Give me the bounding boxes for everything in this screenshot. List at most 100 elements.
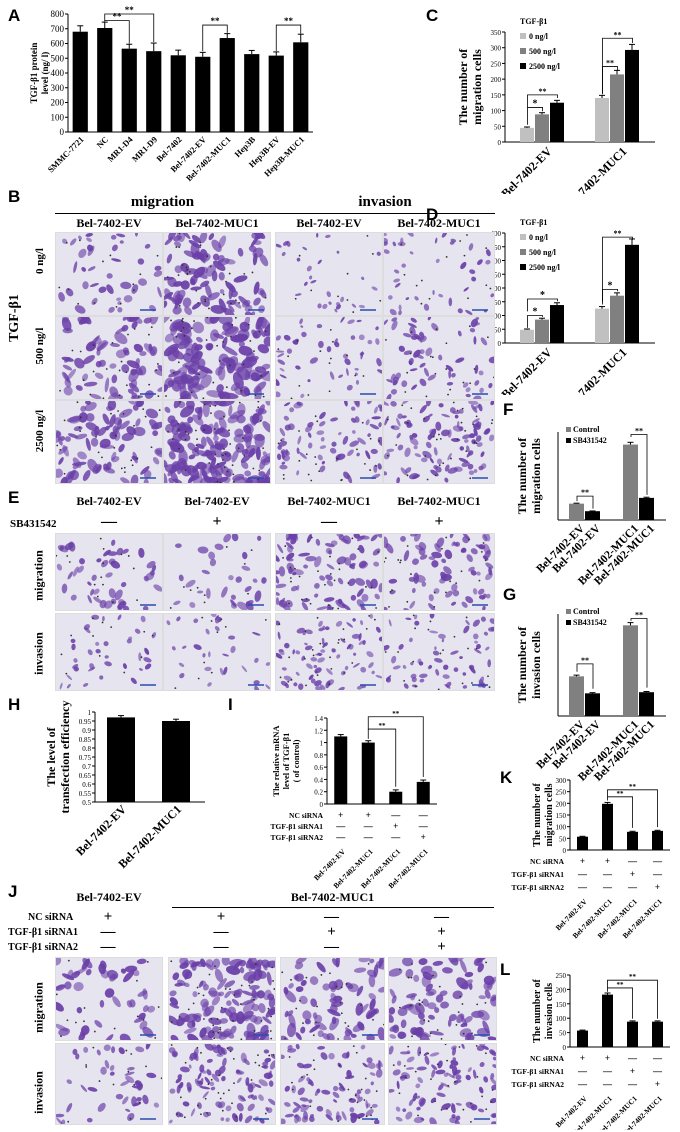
pore xyxy=(316,1005,318,1008)
sign: — xyxy=(652,1066,663,1076)
pore xyxy=(136,599,138,602)
micrograph-background xyxy=(276,233,382,315)
legend-label: SB431542 xyxy=(573,618,607,627)
stained-cell xyxy=(90,437,99,447)
stained-cell xyxy=(259,253,269,267)
stained-cell xyxy=(243,1030,251,1038)
stained-cell xyxy=(119,240,124,244)
micrograph-j-r1-c0 xyxy=(55,1043,163,1125)
stained-cell xyxy=(457,308,463,314)
stained-cell xyxy=(365,450,371,460)
pore xyxy=(242,363,245,366)
stained-cell xyxy=(265,684,270,690)
stained-cell xyxy=(59,682,63,690)
y-axis-label: migration cells xyxy=(470,49,484,125)
micrograph-background xyxy=(164,614,270,690)
stained-cell xyxy=(335,958,340,968)
stained-cell xyxy=(341,1052,350,1059)
stained-cell xyxy=(290,585,298,592)
pore xyxy=(346,299,349,301)
stained-cell xyxy=(461,1044,465,1050)
pore xyxy=(332,340,334,343)
significance-bracket xyxy=(630,434,648,495)
stained-cell xyxy=(411,335,418,340)
stained-cell xyxy=(72,664,79,669)
stained-cell xyxy=(239,966,245,974)
significance-label: ** xyxy=(539,87,547,96)
sirna-row-label: TGF-β1 siRNA2 xyxy=(512,883,565,892)
stained-cell xyxy=(474,364,479,374)
panel-label-a: A xyxy=(8,6,21,25)
stained-cell xyxy=(489,618,494,624)
stained-cell xyxy=(169,1088,176,1094)
pore xyxy=(83,1020,85,1023)
stained-cell xyxy=(197,546,209,554)
stained-cell xyxy=(205,284,212,298)
stained-cell xyxy=(335,620,343,627)
sign: — xyxy=(627,856,638,866)
pore xyxy=(475,1044,478,1047)
stained-cell xyxy=(256,990,265,999)
stained-cell xyxy=(210,614,217,618)
x-tick-label: SMMC-7721 xyxy=(46,134,86,174)
stained-cell xyxy=(319,411,326,420)
stained-cell xyxy=(414,453,422,458)
stained-cell xyxy=(435,258,440,264)
sign: — xyxy=(577,869,588,879)
stained-cell xyxy=(417,1077,423,1084)
micrograph-b-r2-c0 xyxy=(55,400,163,484)
stained-cell xyxy=(390,388,398,395)
stained-cell xyxy=(478,588,485,595)
pore xyxy=(436,1029,439,1031)
sign: — xyxy=(335,832,346,842)
stained-cell xyxy=(476,958,489,964)
stained-cell xyxy=(357,437,366,445)
pore xyxy=(102,260,104,263)
stained-cell xyxy=(133,1016,146,1023)
pore xyxy=(253,350,255,353)
pore xyxy=(187,1008,190,1011)
pore xyxy=(240,389,243,392)
j-sign-si2-3: + xyxy=(437,939,446,955)
stained-cell xyxy=(464,1032,472,1040)
stained-cell xyxy=(294,962,304,970)
stained-cell xyxy=(135,367,143,376)
pore xyxy=(445,342,448,345)
pore xyxy=(379,299,382,302)
stained-cell xyxy=(464,1016,473,1023)
stained-cell xyxy=(491,1084,496,1091)
stained-cell xyxy=(104,1059,110,1069)
stained-cell xyxy=(362,640,366,645)
pore xyxy=(439,437,442,440)
pore xyxy=(217,1091,220,1094)
pore xyxy=(204,1097,207,1100)
stained-cell xyxy=(230,594,236,600)
pore xyxy=(123,466,126,469)
pore xyxy=(178,1015,181,1018)
stained-cell xyxy=(465,1074,471,1081)
pore xyxy=(288,1056,291,1058)
pore xyxy=(476,1003,479,1006)
stained-cell xyxy=(245,1077,250,1086)
stained-cell xyxy=(265,662,270,666)
pore xyxy=(375,607,377,609)
stained-cell xyxy=(278,649,285,656)
stained-cell xyxy=(448,369,452,379)
pore xyxy=(225,386,228,389)
e-col-2: Bel-7402-EV xyxy=(184,494,250,508)
stained-cell xyxy=(441,558,447,564)
stained-cell xyxy=(310,279,317,284)
pore xyxy=(253,998,255,1001)
y-tick-label: 0.2 xyxy=(314,789,323,797)
stained-cell xyxy=(219,667,224,676)
stained-cell xyxy=(402,333,412,338)
stained-cell xyxy=(389,968,403,977)
pore xyxy=(337,1038,340,1040)
stained-cell xyxy=(462,534,471,541)
stained-cell xyxy=(377,534,382,538)
stained-cell xyxy=(321,1089,331,1095)
pore xyxy=(458,1046,461,1048)
pore xyxy=(337,1120,340,1123)
stained-cell xyxy=(223,307,235,315)
stained-cell xyxy=(255,408,267,415)
